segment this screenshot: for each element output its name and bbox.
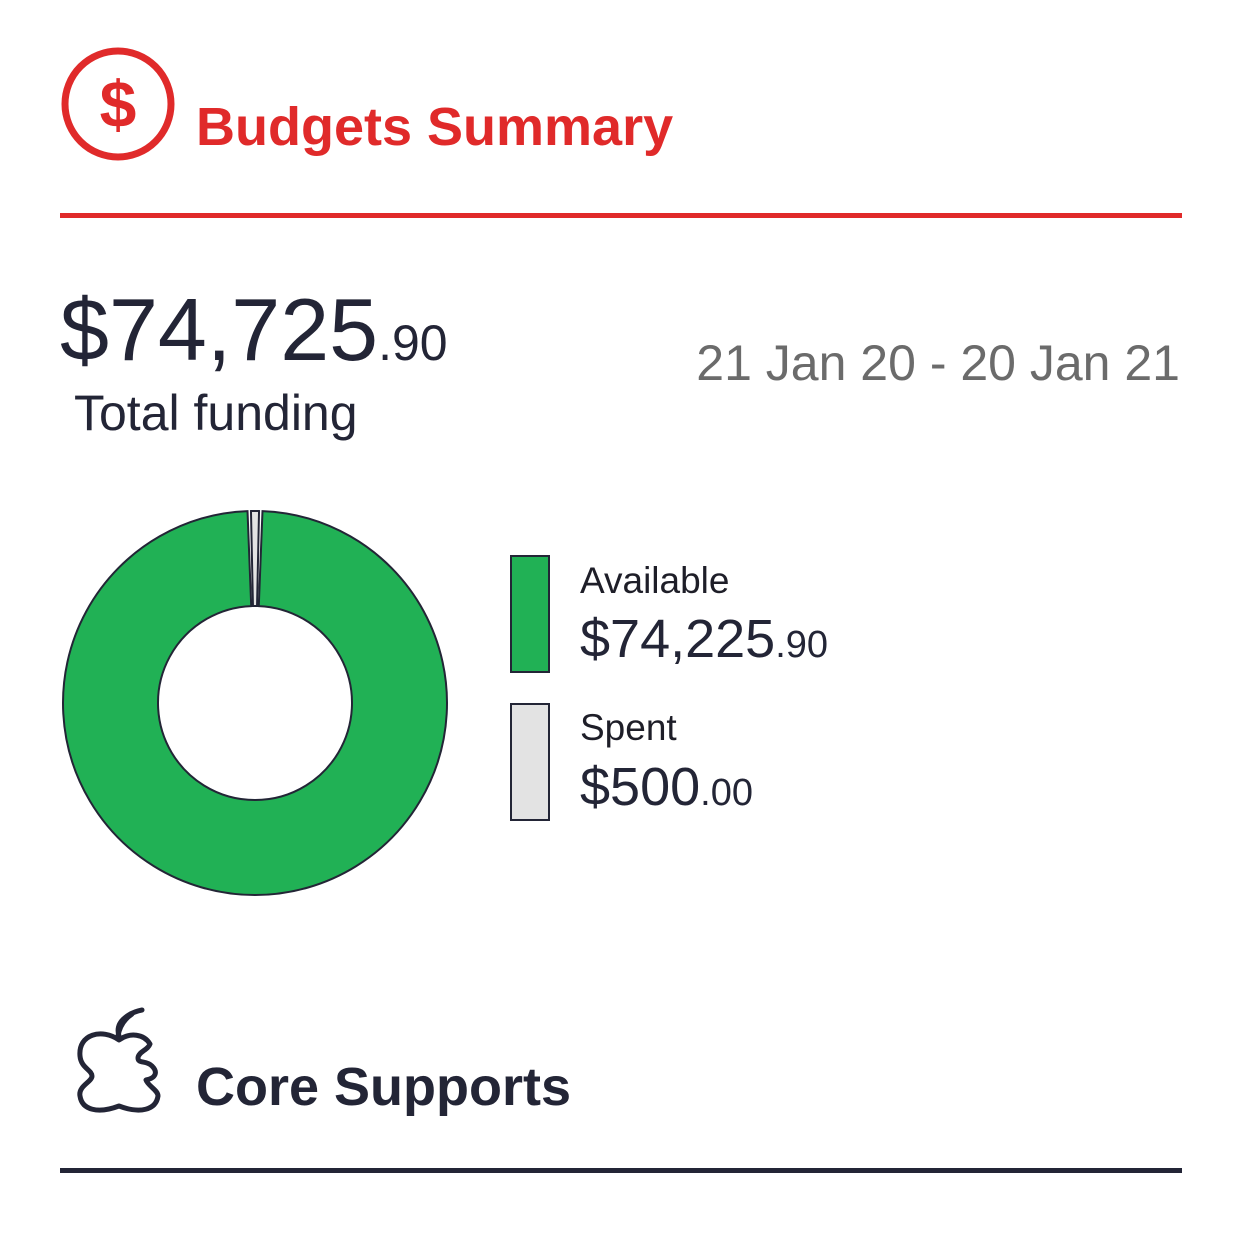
total-funding-label: Total funding: [74, 385, 358, 441]
total-funding-cents: .90: [378, 315, 448, 371]
available-dollars: $74,225: [580, 609, 776, 669]
section-divider: [60, 1168, 1182, 1173]
spent-dollars: $500: [580, 757, 701, 817]
dollar-circle-icon: $: [61, 47, 175, 161]
budget-donut-chart: [62, 510, 448, 896]
apple-icon: [77, 1007, 161, 1113]
legend-value-available: $74,225.90: [580, 612, 828, 666]
date-range: 21 Jan 20 - 20 Jan 21: [696, 335, 1180, 391]
legend-swatch-spent: [510, 703, 550, 821]
donut-slice-spent: [249, 510, 261, 608]
legend-swatch-available: [510, 555, 550, 673]
legend-label-available: Available: [580, 560, 730, 601]
header-divider: [60, 213, 1182, 218]
page-title: Budgets Summary: [196, 97, 674, 157]
total-funding-amount: $74,725.90: [60, 286, 448, 374]
legend-label-spent: Spent: [580, 707, 677, 748]
available-cents: .90: [775, 624, 829, 666]
donut-slice-available: [62, 510, 448, 896]
total-funding-dollars: $74,725: [60, 280, 379, 379]
svg-text:$: $: [100, 67, 137, 141]
legend-value-spent: $500.00: [580, 760, 753, 814]
spent-cents: .00: [700, 772, 753, 814]
section-title: Core Supports: [196, 1057, 572, 1117]
